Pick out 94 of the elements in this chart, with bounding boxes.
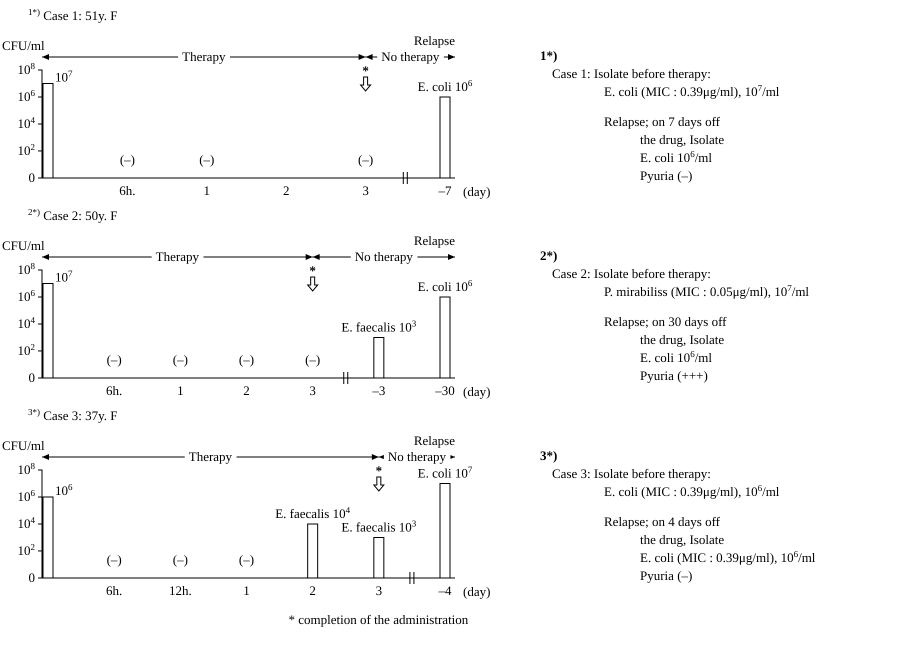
- annotation: *: [376, 463, 382, 478]
- text: Therapy: [182, 49, 226, 64]
- text: Case 2: Isolate before therapy:: [552, 266, 711, 281]
- text: No therapy: [388, 449, 446, 464]
- data-label: E. faecalis 10$^{4}$: [275, 505, 351, 521]
- text: 1*): [540, 48, 558, 63]
- chart-title: $^{1*)}$ Case 1: 51y. F: [28, 7, 118, 23]
- text: (–): [106, 552, 122, 567]
- y-axis-title: CFU/ml: [2, 238, 46, 253]
- y-tick-label: 10$^{6}$: [18, 288, 36, 304]
- text: 3*): [540, 448, 558, 463]
- x-tick-label: 2: [282, 183, 290, 198]
- y-tick-label: 10$^{2}$: [18, 342, 35, 358]
- text: No therapy: [354, 249, 414, 264]
- text: Relapse: [414, 233, 456, 248]
- text: Relapse; on 4 days off: [604, 514, 721, 529]
- y-tick-label: 0: [28, 170, 35, 186]
- data-label: E. faecalis 10$^{3}$: [341, 318, 417, 334]
- y-tick-label: 10$^{6}$: [18, 488, 36, 504]
- text: Therapy: [156, 249, 200, 264]
- x-tick-label: 1: [204, 183, 210, 198]
- text: (–): [172, 552, 188, 567]
- x-tick-label: 1: [243, 583, 250, 598]
- text: the drug, Isolate: [640, 532, 724, 547]
- x-tick-label: 3: [376, 583, 382, 598]
- text: (–): [120, 152, 135, 167]
- text: Case 1: Isolate before therapy:: [552, 66, 711, 81]
- text: E. coli (MIC : 0.39μg/ml), 10$^{6}$/ml: [640, 549, 816, 565]
- data-label: E. coli 10$^{6}$: [418, 78, 473, 94]
- y-tick-label: 10$^{4}$: [18, 515, 36, 532]
- x-tick-label: 6h.: [106, 383, 122, 398]
- y-tick-label: 10$^{8}$: [18, 461, 36, 478]
- x-tick-label: –3: [371, 383, 386, 398]
- chart-title: $^{2*)}$ Case 2: 50y. F: [28, 207, 118, 223]
- data-label: 10$^{7}$: [55, 268, 73, 284]
- text: Pyuria (+++): [640, 368, 708, 383]
- text: No therapy: [381, 49, 440, 64]
- x-tick-label: 1: [177, 383, 184, 398]
- x-tick-label: 6h.: [106, 583, 122, 598]
- data-label: 10$^{7}$: [55, 68, 73, 84]
- x-tick-label: –4: [438, 583, 452, 598]
- x-axis-title: (day): [463, 384, 490, 399]
- text: Therapy: [188, 449, 233, 464]
- x-tick-label: 6h.: [119, 183, 136, 198]
- text: 2*): [540, 248, 558, 263]
- text: Relapse; on 30 days off: [604, 314, 728, 329]
- text: the drug, Isolate: [640, 132, 724, 147]
- text: Pyuria (–): [640, 568, 692, 583]
- y-tick-label: 10$^{8}$: [18, 61, 36, 78]
- text: E. coli 10$^{6}$/ml: [640, 149, 712, 165]
- y-tick-label: 10$^{8}$: [18, 261, 36, 278]
- text: Relapse: [414, 433, 456, 448]
- x-tick-label: 3: [309, 383, 316, 398]
- y-tick-label: 0: [28, 570, 35, 586]
- x-tick-label: 2: [243, 383, 250, 398]
- text: (–): [199, 152, 214, 167]
- y-tick-label: 10$^{6}$: [18, 88, 36, 104]
- data-label: E. coli 10$^{6}$: [418, 278, 473, 294]
- text: (–): [172, 352, 188, 367]
- x-tick-label: 2: [309, 583, 316, 598]
- text: (–): [305, 352, 320, 367]
- text: Relapse: [414, 33, 456, 48]
- text: (–): [238, 552, 254, 567]
- text: (–): [358, 152, 374, 167]
- annotation: *: [362, 63, 369, 78]
- text: Relapse; on 7 days off: [604, 114, 721, 129]
- x-tick-label: 12h.: [168, 583, 192, 598]
- x-tick-label: –30: [434, 383, 455, 398]
- x-tick-label: 3: [362, 183, 369, 198]
- text: (–): [238, 352, 254, 367]
- y-axis-title: CFU/ml: [2, 438, 46, 453]
- text: the drug, Isolate: [640, 332, 724, 347]
- annotation: *: [309, 263, 316, 278]
- chart-title: $^{3*)}$ Case 3: 37y. F: [28, 407, 118, 423]
- text: E. coli (MIC : 0.39μg/ml), 10$^{7}$/ml: [604, 83, 780, 99]
- data-label: 10$^{6}$: [55, 482, 73, 498]
- y-tick-label: 10$^{4}$: [18, 315, 36, 332]
- x-axis-title: (day): [463, 584, 490, 599]
- y-tick-label: 10$^{4}$: [18, 115, 36, 132]
- text: P. mirabiliss (MIC : 0.05μg/ml), 10$^{7}$/ml: [604, 283, 810, 299]
- y-tick-label: 10$^{2}$: [18, 142, 35, 158]
- text: (–): [106, 352, 122, 367]
- text: Pyuria (–): [640, 168, 692, 183]
- x-tick-label: –7: [438, 183, 452, 198]
- text: E. coli 10$^{6}$/ml: [640, 349, 712, 365]
- text: E. coli (MIC : 0.39μg/ml), 10$^{6}$/ml: [604, 483, 780, 499]
- text: Case 3: Isolate before therapy:: [552, 466, 711, 481]
- x-axis-title: (day): [463, 184, 490, 199]
- y-tick-label: 10$^{2}$: [18, 542, 35, 558]
- text: * completion of the administration: [288, 612, 469, 627]
- y-axis-title: CFU/ml: [2, 38, 46, 53]
- data-label: E. faecalis 10$^{3}$: [341, 518, 417, 534]
- y-tick-label: 0: [28, 370, 35, 386]
- data-label: E. coli 10$^{7}$: [418, 464, 473, 480]
